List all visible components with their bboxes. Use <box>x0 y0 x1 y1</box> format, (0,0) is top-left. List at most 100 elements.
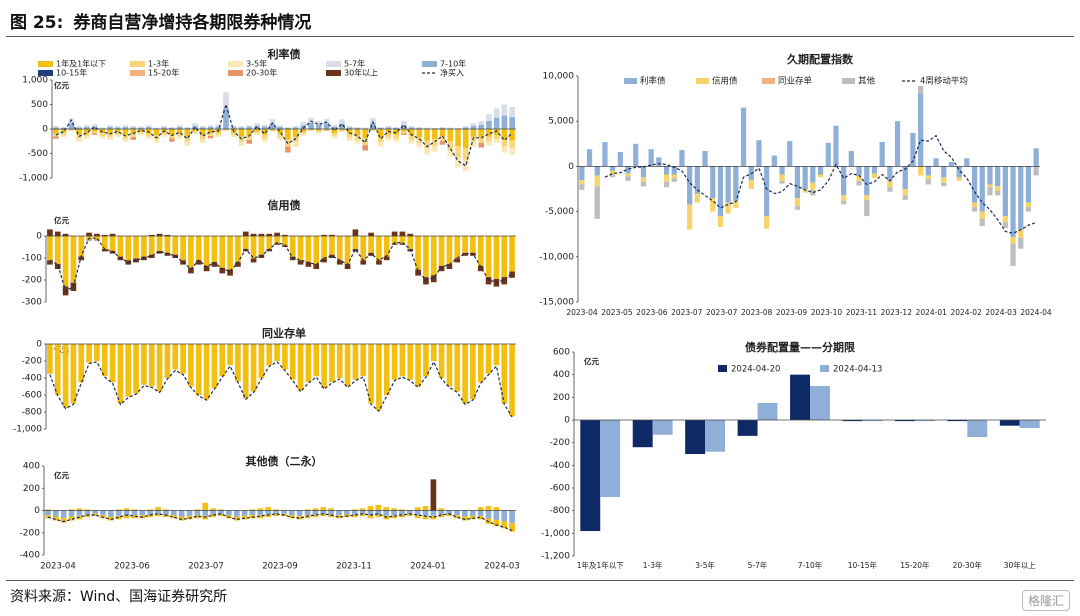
panel5-bar-rate <box>1025 166 1032 203</box>
panel2-bar-short <box>250 236 257 259</box>
panel1-bar-1-3 <box>424 140 430 149</box>
panel5-ma-line <box>604 134 1037 234</box>
panel5-bar-other <box>610 174 616 178</box>
panel2-bar-pos <box>250 233 257 236</box>
panel2-bar-pos <box>62 233 69 236</box>
panel3-bar <box>195 344 202 395</box>
panel5-bar-other <box>941 182 947 187</box>
panel1-bar-1y <box>76 129 82 135</box>
panel1-bar-1y <box>261 129 268 135</box>
panel2-bar-long <box>86 239 92 241</box>
panel4-bar-pos <box>304 509 311 511</box>
panel3-bar <box>352 344 359 380</box>
panel1-bar-1y <box>377 129 384 137</box>
panel4-bar-a <box>84 510 91 515</box>
panel3-bar <box>430 344 437 361</box>
panel1-bar-1y <box>300 129 307 133</box>
panel1-bar-3-5 <box>161 134 167 137</box>
panel2-bar-pos <box>258 233 265 236</box>
panel4-xtick: 2023-04 <box>40 562 76 572</box>
panel4-bar-pos <box>115 509 122 511</box>
panel1-bar-5-7 <box>408 126 415 128</box>
panel6-bar-s2 <box>705 420 726 452</box>
panel3-ytick: -800 <box>22 408 43 418</box>
panel1-bar-3-5 <box>424 148 430 155</box>
panel5-legend-label: 4周移动平均 <box>920 76 968 87</box>
panel3-bar <box>86 344 92 363</box>
panel1-bar-3-5 <box>331 135 338 138</box>
panel1-bar-1-3 <box>331 132 338 136</box>
panel3-bar <box>391 344 398 380</box>
panel1-bar-1y <box>292 129 299 137</box>
panel4-bar-pos <box>76 508 83 511</box>
panel1-bar-5-7 <box>277 125 283 127</box>
panel5-bar-rate <box>633 143 639 167</box>
panel5-ytick: 10,000 <box>543 72 575 82</box>
panel5-bar-other <box>1033 166 1039 176</box>
panel4-bar-b <box>170 515 177 519</box>
panel5-bar-credit <box>864 195 870 200</box>
panel1-bar-7-10 <box>238 127 245 129</box>
panel3-bar <box>211 344 218 389</box>
panel4-bar-a <box>454 510 460 516</box>
panel2-bar-short <box>62 236 69 287</box>
panel1-bar-3-5 <box>316 131 322 133</box>
panel3-bar <box>321 344 327 389</box>
panel5-xtick: 2023-10 <box>811 308 843 317</box>
panel4-bar-pos <box>265 507 272 511</box>
panel1-bar-1y <box>370 129 376 130</box>
panel2-bar-long <box>485 277 492 285</box>
panel5-bar-rate <box>871 166 878 174</box>
panel2-bar-short <box>188 236 194 268</box>
panel2-bar-pos <box>54 231 61 236</box>
panel1-bar-1y <box>192 129 198 132</box>
panel4-bar-a <box>186 510 193 516</box>
panel1-bar-1-3 <box>478 137 484 143</box>
panel5-bar-rate <box>756 140 762 167</box>
panel4-bar-a <box>281 510 287 514</box>
panel2-bar-long <box>430 275 437 283</box>
panel5-bar-other <box>640 181 647 187</box>
panel4-bar-b <box>60 517 67 523</box>
panel1-bar-3-5 <box>354 140 361 144</box>
panel1-bar-3-5 <box>91 133 98 135</box>
panel5-bar-rate <box>918 94 924 167</box>
panel1-legend-label: 5-7年 <box>344 59 365 69</box>
panel1-bar-5-7 <box>84 125 90 127</box>
panel2-bar-short <box>509 236 515 272</box>
panel3-bar <box>477 344 484 383</box>
panel1-bar-5-7 <box>76 126 82 128</box>
panel3-bar <box>344 344 351 387</box>
panel3-bar <box>250 344 257 392</box>
panel1-legend-swatch <box>130 70 145 76</box>
panel1-bar-7-10 <box>316 124 322 129</box>
panel5-bar-rate <box>817 166 824 175</box>
panel5-bar-rate <box>594 166 600 176</box>
panel3-bar <box>101 344 108 377</box>
panel4-ytick: 400 <box>23 462 40 472</box>
panel1-bar-3-5 <box>122 138 129 142</box>
panel1-bar-1y <box>130 129 136 134</box>
panel4-bar-pos <box>194 509 201 511</box>
panel4-bar-b <box>210 514 216 518</box>
panel4-bar-pos <box>438 508 445 511</box>
panel4-bar-b <box>328 514 334 518</box>
panel3-bar <box>141 344 147 385</box>
panel1-bar-5-7 <box>184 127 191 128</box>
panel5-bar-credit <box>594 175 600 187</box>
panel1-bar-3-5 <box>478 142 484 148</box>
panel5-xtick: 2023-07 <box>671 308 703 317</box>
panel1-bar-3-5 <box>145 136 152 139</box>
panel4-bar-a <box>178 510 185 517</box>
panel4-bar-a <box>52 510 59 517</box>
panel5-bar-credit <box>918 166 924 176</box>
panel1-legend-label: 15-20年 <box>148 68 179 78</box>
panel2-bar-long <box>360 260 367 265</box>
panel4-bar-b <box>92 513 98 517</box>
panel5-bar-credit <box>694 193 700 203</box>
panel2-bar-short <box>180 236 186 261</box>
panel4-bar-pos <box>257 508 264 511</box>
panel5-ytick: -5,000 <box>545 207 574 217</box>
panel1-legend-swatch <box>228 70 243 76</box>
figure-title: 图 25: 券商自营净增持各期限券种情况 <box>10 8 311 33</box>
